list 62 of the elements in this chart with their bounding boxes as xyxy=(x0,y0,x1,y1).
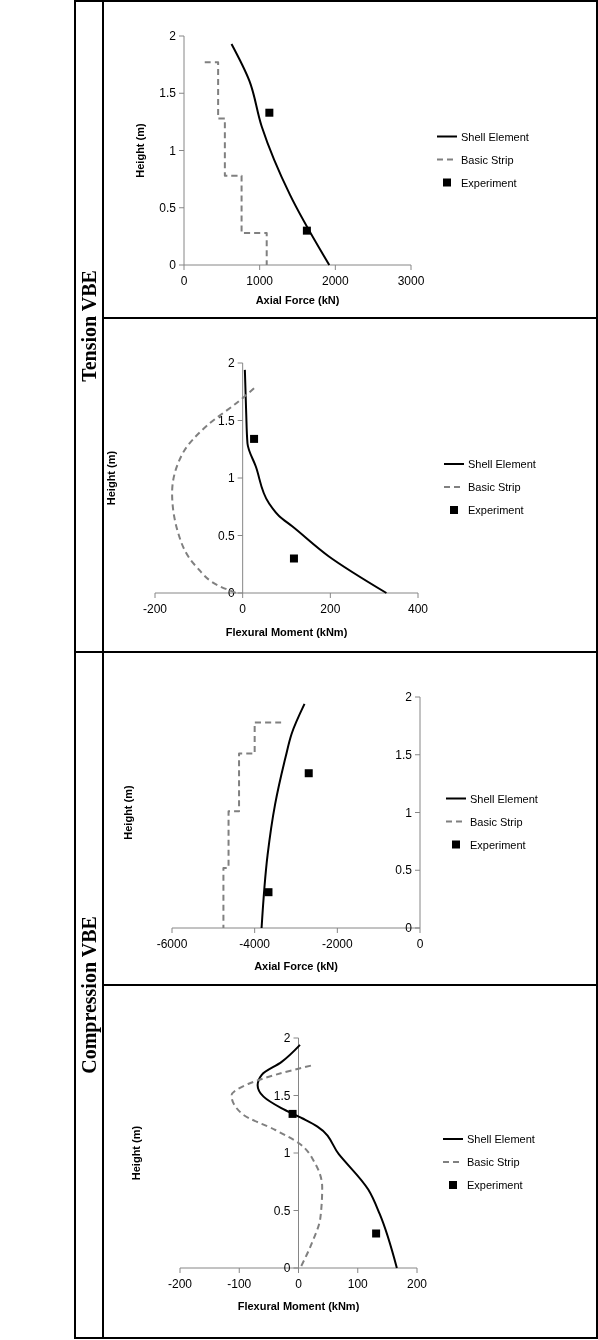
y-tick-label: 1.5 xyxy=(273,1088,291,1103)
x-tick-label: 200 xyxy=(406,1277,428,1291)
y-tick-label: 0 xyxy=(283,1261,291,1275)
legend-label: Experiment xyxy=(461,176,517,189)
text: Compression VBE xyxy=(78,916,101,1074)
y-tick-label: 1 xyxy=(227,471,235,485)
y-tick-label: 1.5 xyxy=(159,86,177,101)
x-axis-title: Flexural Moment (kNm) xyxy=(225,626,348,638)
y-tick-label: 0.5 xyxy=(273,1203,291,1218)
y-tick-label: 2 xyxy=(169,29,177,43)
legend-label: Experiment xyxy=(468,504,524,516)
y-tick-label: 2 xyxy=(405,690,413,704)
x-axis-title: Axial Force (kN) xyxy=(255,294,340,306)
y-axis-title: Height (m) xyxy=(130,1125,142,1181)
y-tick-label: 1.5 xyxy=(217,413,235,428)
y-tick-label: 0 xyxy=(405,921,413,935)
y-axis-title: Height (m) xyxy=(105,450,117,506)
line-series xyxy=(230,43,331,266)
legend-label: Shell Element xyxy=(470,792,538,805)
x-tick-label: -200 xyxy=(167,1277,193,1291)
legend-label: Experiment xyxy=(470,838,526,851)
y-tick-label: 0.5 xyxy=(217,528,235,543)
y-tick-label: 0 xyxy=(227,586,235,600)
x-tick-label: 100 xyxy=(347,1277,369,1291)
x-tick-label: 2000 xyxy=(321,274,349,288)
legend-label: Basic Strip xyxy=(470,815,523,828)
x-axis-title: Axial Force (kN) xyxy=(254,960,339,972)
x-tick-label: 0 xyxy=(416,937,424,951)
y-tick-label: 1.5 xyxy=(395,747,413,762)
y-tick-label: 1 xyxy=(283,1146,291,1160)
x-tick-label: -100 xyxy=(227,1277,252,1291)
x-tick-label: -2000 xyxy=(321,937,353,951)
x-tick-label: 200 xyxy=(320,602,341,616)
legend-label: Basic Strip xyxy=(461,153,514,166)
x-tick-label: -200 xyxy=(142,602,168,616)
x-tick-label: 0 xyxy=(239,602,247,616)
x-axis-title: Flexural Moment (kNm) xyxy=(237,1300,360,1312)
y-tick-label: 1 xyxy=(405,805,413,820)
y-axis-title: Height (m) xyxy=(122,784,134,840)
x-tick-label: 400 xyxy=(407,602,429,616)
y-tick-label: 0.5 xyxy=(159,200,177,215)
legend-label: Basic Strip xyxy=(467,1156,520,1168)
line-series xyxy=(260,702,306,929)
legend-label: Experiment xyxy=(467,1179,523,1191)
y-tick-label: 0 xyxy=(169,258,177,272)
x-tick-label: -6000 xyxy=(156,937,188,951)
legend-label: Shell Element xyxy=(467,1133,535,1145)
legend-label: Shell Element xyxy=(461,130,529,143)
y-tick-label: 2 xyxy=(227,356,235,370)
x-tick-label: 1000 xyxy=(246,274,274,288)
y-axis-title: Height (m) xyxy=(134,122,146,178)
x-tick-label: -4000 xyxy=(239,937,271,951)
x-tick-label: 0 xyxy=(180,274,188,288)
legend-label: Shell Element xyxy=(468,458,536,470)
text: Tension VBE xyxy=(78,270,100,382)
y-tick-label: 0.5 xyxy=(395,863,413,878)
x-tick-label: 0 xyxy=(295,1277,303,1291)
y-tick-label: 2 xyxy=(283,1031,291,1045)
y-tick-label: 1 xyxy=(169,143,177,158)
line-series xyxy=(243,368,388,594)
x-tick-label: 3000 xyxy=(397,274,425,288)
legend-label: Basic Strip xyxy=(468,481,521,493)
